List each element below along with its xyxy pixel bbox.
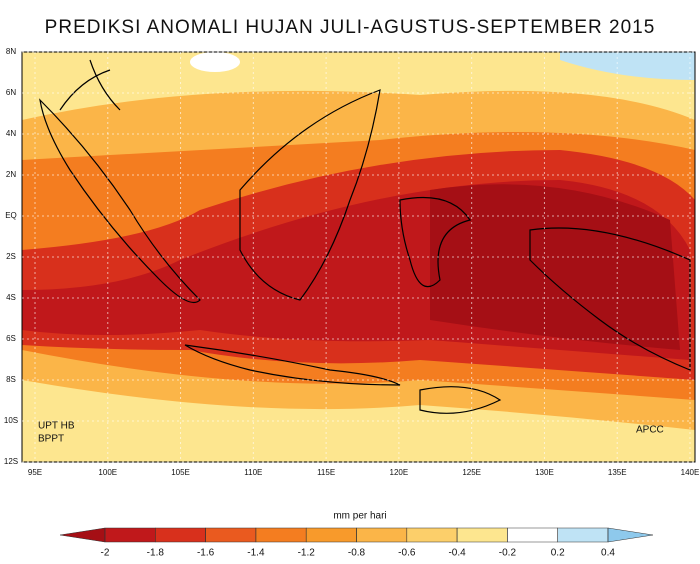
colorbar-tick-label: -1.8	[147, 548, 165, 559]
y-tick-label: 10S	[4, 416, 18, 425]
colorbar-tick-label: 0.4	[601, 548, 615, 559]
colorbar-swatch	[557, 527, 609, 543]
x-tick-label: 120E	[390, 468, 409, 477]
colorbar-tick-label: -0.4	[448, 548, 466, 559]
colorbar-label: mm per hari	[333, 511, 386, 522]
colorbar-swatch	[356, 527, 408, 543]
x-tick-label: 140E	[681, 468, 700, 477]
colorbar-swatch	[607, 527, 654, 543]
colorbar-swatch	[255, 527, 307, 543]
annotation: UPT HB	[38, 421, 75, 432]
colorbar-tick-label: 0.2	[551, 548, 565, 559]
y-tick-label: 2N	[6, 170, 16, 179]
x-tick-label: 105E	[171, 468, 190, 477]
colorbar-tick-label: -1.6	[197, 548, 215, 559]
y-tick-label: 6S	[6, 334, 16, 343]
colorbar-tick-label: -2	[101, 548, 110, 559]
x-tick-label: 135E	[608, 468, 627, 477]
x-tick-label: 125E	[462, 468, 481, 477]
y-tick-label: 2S	[6, 252, 16, 261]
colorbar-tick-label: -1.2	[298, 548, 316, 559]
x-tick-label: 100E	[98, 468, 117, 477]
y-tick-label: EQ	[5, 211, 17, 220]
annotation: APCC	[636, 425, 664, 436]
colorbar-swatch	[406, 527, 458, 543]
colorbar-tick-label: -1.4	[247, 548, 265, 559]
x-tick-label: 110E	[244, 468, 262, 477]
colorbar-swatch	[59, 527, 106, 543]
colorbar-swatch	[305, 527, 357, 543]
y-tick-label: 8N	[6, 47, 16, 56]
title: PREDIKSI ANOMALI HUJAN JULI-AGUSTUS-SEPT…	[45, 17, 656, 38]
colorbar-swatch	[456, 527, 508, 543]
colorbar-swatch	[104, 527, 156, 543]
map-field	[22, 52, 695, 462]
y-tick-label: 4S	[6, 293, 16, 302]
y-tick-label: 4N	[6, 129, 16, 138]
y-tick-label: 6N	[6, 88, 16, 97]
colorbar-swatch	[507, 527, 558, 543]
colorbar-swatch	[155, 527, 206, 543]
annotation: BPPT	[38, 434, 64, 445]
y-tick-label: 8S	[6, 375, 16, 384]
colorbar-tick-label: -0.2	[499, 548, 517, 559]
x-tick-label: 95E	[28, 468, 42, 477]
colorbar-tick-label: -0.8	[348, 548, 366, 559]
y-tick-label: 12S	[4, 457, 18, 466]
colorbar-tick-label: -0.6	[398, 548, 416, 559]
x-tick-label: 130E	[535, 468, 554, 477]
colorbar-swatch	[205, 527, 257, 543]
x-tick-label: 115E	[317, 468, 335, 477]
